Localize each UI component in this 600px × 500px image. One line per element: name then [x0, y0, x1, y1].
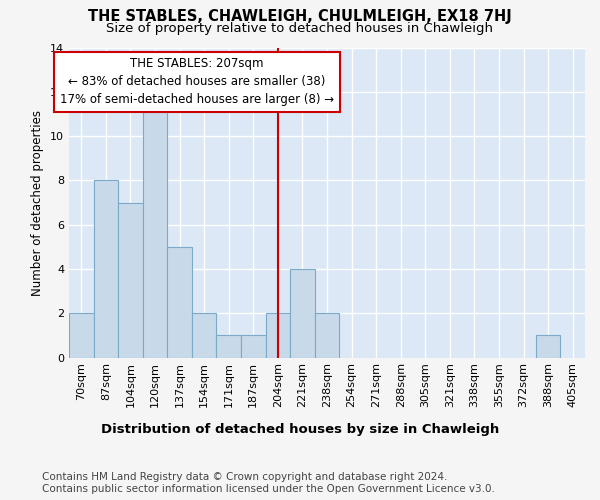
Text: Contains HM Land Registry data © Crown copyright and database right 2024.
Contai: Contains HM Land Registry data © Crown c…	[42, 472, 495, 494]
Text: THE STABLES: 207sqm
← 83% of detached houses are smaller (38)
17% of semi-detach: THE STABLES: 207sqm ← 83% of detached ho…	[60, 58, 334, 106]
Bar	[217, 336, 241, 357]
Text: THE STABLES, CHAWLEIGH, CHULMLEIGH, EX18 7HJ: THE STABLES, CHAWLEIGH, CHULMLEIGH, EX18…	[88, 9, 512, 24]
Bar	[192, 313, 217, 358]
Bar	[167, 247, 192, 358]
Bar	[94, 180, 118, 358]
Text: Size of property relative to detached houses in Chawleigh: Size of property relative to detached ho…	[107, 22, 493, 35]
Text: Distribution of detached houses by size in Chawleigh: Distribution of detached houses by size …	[101, 422, 499, 436]
Y-axis label: Number of detached properties: Number of detached properties	[31, 110, 44, 296]
Bar	[290, 269, 315, 358]
Bar	[69, 313, 94, 358]
Bar	[536, 336, 560, 357]
Bar	[118, 202, 143, 358]
Bar	[266, 313, 290, 358]
Bar	[241, 336, 266, 357]
Bar	[143, 92, 167, 357]
Bar	[315, 313, 339, 358]
